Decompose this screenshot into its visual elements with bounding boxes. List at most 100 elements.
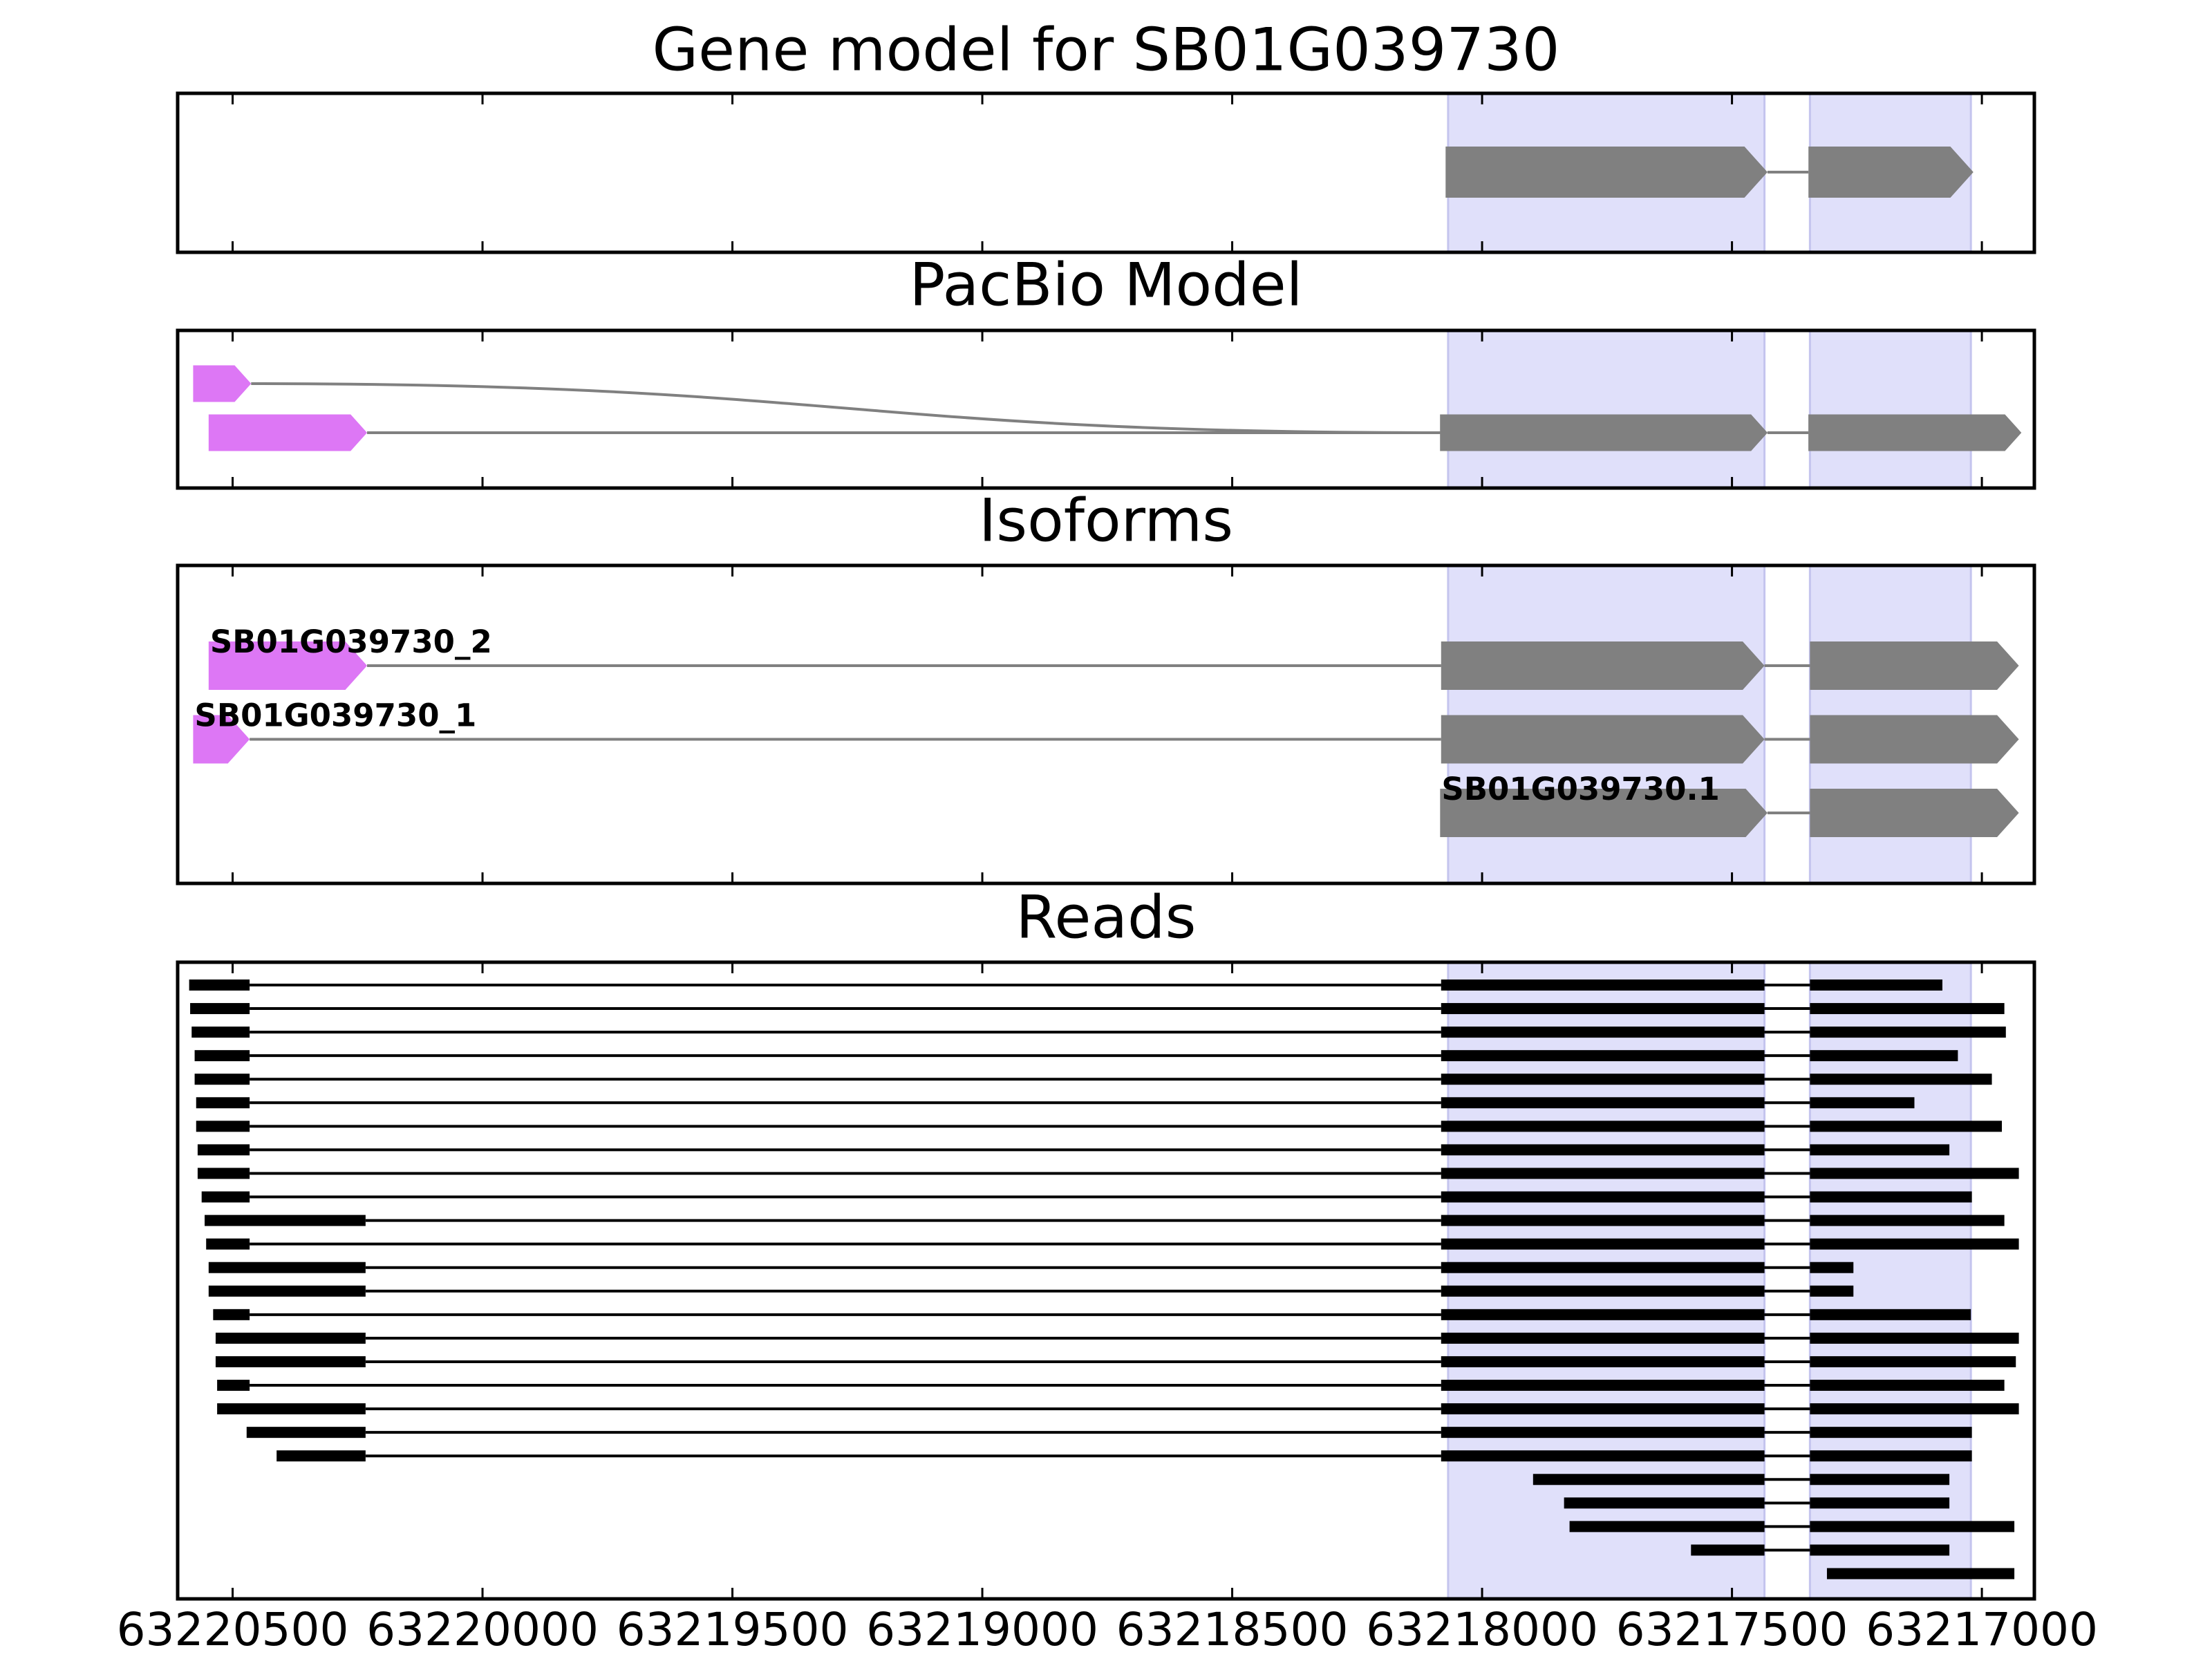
read-block [1441, 1027, 1765, 1038]
read-block [1810, 1262, 1854, 1273]
read-block [205, 1215, 366, 1226]
read-block [1810, 1074, 1992, 1085]
exon [1810, 715, 2019, 764]
x-tick-label: 63219000 [866, 1603, 1098, 1656]
exon [1440, 414, 1768, 451]
read-block [201, 1191, 250, 1203]
read-block [1810, 1309, 1971, 1320]
read-block [191, 1027, 250, 1038]
panel-title: Isoforms [979, 486, 1233, 555]
panel-frame [176, 563, 2036, 885]
exon [1441, 715, 1765, 764]
x-tick-label: 63218000 [1366, 1603, 1598, 1656]
exon [193, 715, 250, 764]
panel-frame [176, 91, 2036, 254]
exon [1441, 641, 1765, 690]
read-block [1569, 1521, 1765, 1533]
read-block [208, 1262, 366, 1273]
panel-frame [176, 328, 2036, 490]
read-block [1810, 1521, 2015, 1533]
read-block [215, 1356, 366, 1367]
read-block [1441, 1050, 1765, 1062]
highlight-region [1447, 329, 1766, 489]
read-block [1441, 1403, 1765, 1415]
panel-title: Gene model for SB01G039730 [653, 15, 1560, 84]
highlight-region [1447, 961, 1766, 1600]
read-block [197, 1144, 250, 1156]
exon [1810, 641, 2019, 690]
read-block [217, 1380, 250, 1391]
isoform-label: SB01G039730_1 [194, 697, 476, 734]
read-block [208, 1285, 366, 1297]
exon [1808, 414, 2022, 451]
read-block [1441, 1356, 1765, 1367]
exon [193, 365, 252, 402]
highlight-region [1808, 329, 1972, 489]
exon [1808, 147, 1974, 198]
read-block [1826, 1568, 2015, 1580]
panel-title: Reads [1016, 883, 1197, 952]
isoform-label: SB01G039730_2 [210, 624, 492, 660]
exon [1440, 789, 1768, 837]
read-block [1810, 1474, 1950, 1485]
read-block [1441, 980, 1765, 991]
read-block [1441, 1144, 1765, 1156]
read-block [215, 1332, 366, 1344]
exon [1445, 147, 1768, 198]
read-block [1441, 1332, 1765, 1344]
read-block [1441, 1450, 1765, 1462]
read-block [1810, 1003, 2005, 1015]
isoform-label: SB01G039730.1 [1441, 771, 1720, 807]
read-block [1810, 1097, 1915, 1109]
read-block [1441, 1097, 1765, 1109]
read-block [1810, 1380, 2005, 1391]
read-block [1810, 1403, 2019, 1415]
read-block [1441, 1168, 1765, 1179]
read-block [206, 1238, 250, 1250]
read-block [1441, 1262, 1765, 1273]
read-block [1810, 1544, 1950, 1556]
read-block [1441, 1380, 1765, 1391]
read-block [1441, 1427, 1765, 1438]
read-block [1810, 1332, 2019, 1344]
exon [1810, 789, 2019, 837]
x-tick-label: 63218500 [1116, 1603, 1349, 1656]
read-block [194, 1050, 250, 1062]
read-block [1810, 1027, 2006, 1038]
panel-title: PacBio Model [909, 250, 1302, 319]
read-block [1441, 1191, 1765, 1203]
read-block [194, 1074, 250, 1085]
read-block [1533, 1474, 1765, 1485]
exon [208, 641, 368, 690]
read-block [1810, 1238, 2019, 1250]
x-tick-label: 63220500 [117, 1603, 349, 1656]
read-block [1810, 1144, 1950, 1156]
read-block [197, 1168, 250, 1179]
read-block [1810, 1285, 1854, 1297]
read-block [1441, 1074, 1765, 1085]
read-block [196, 1121, 250, 1132]
read-block [1810, 1121, 2003, 1132]
panel-frame [176, 960, 2036, 1601]
x-tick-label: 63217000 [1866, 1603, 2098, 1656]
x-tick-label: 63217500 [1616, 1603, 1848, 1656]
read-block [190, 1003, 250, 1015]
read-block [1810, 980, 1942, 991]
read-block [1441, 1309, 1765, 1320]
read-block [1441, 1121, 1765, 1132]
read-block [217, 1403, 366, 1415]
read-block [1810, 1050, 1958, 1062]
exon [208, 414, 368, 451]
read-block [1691, 1544, 1765, 1556]
read-block [276, 1450, 366, 1462]
read-block [1810, 1168, 2019, 1179]
read-block [1810, 1191, 1972, 1203]
read-block [189, 980, 250, 991]
read-block [1441, 1285, 1765, 1297]
x-tick-label: 63219500 [617, 1603, 849, 1656]
read-block [246, 1427, 366, 1438]
read-block [196, 1097, 250, 1109]
read-block [1441, 1003, 1765, 1015]
